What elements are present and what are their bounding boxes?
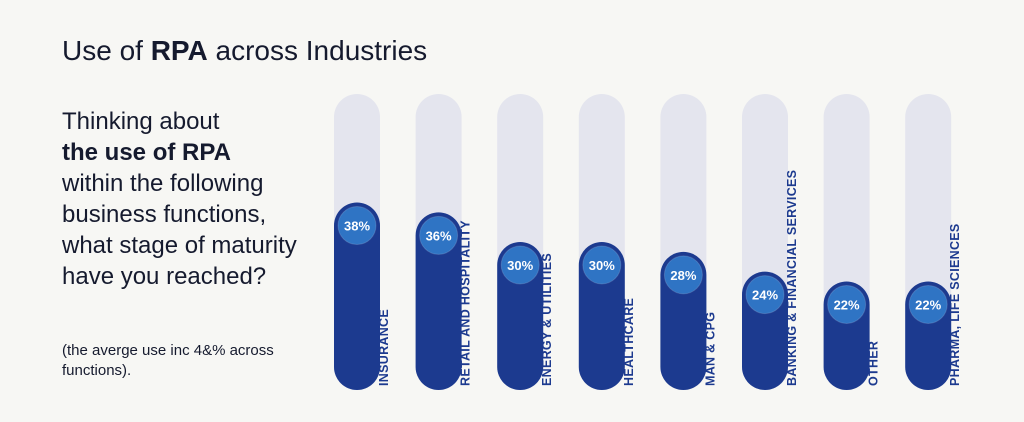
category-label: MAN & CPG bbox=[703, 312, 717, 386]
question-rest: within the following business functions,… bbox=[62, 170, 297, 290]
data-label: 22% bbox=[834, 297, 860, 312]
title-suffix: across Industries bbox=[207, 35, 428, 66]
title-prefix: Use of bbox=[62, 35, 151, 66]
data-label: 24% bbox=[752, 288, 778, 303]
survey-question: Thinking about the use of RPA within the… bbox=[62, 106, 312, 292]
category-label: BANKING & FINANCIAL SERVICES bbox=[785, 170, 799, 386]
title-bold: RPA bbox=[150, 35, 208, 66]
data-label: 30% bbox=[589, 258, 615, 273]
category-label: RETAIL AND HOSPITALITY bbox=[459, 220, 473, 386]
average-note: (the averge use inc 4&% across functions… bbox=[62, 342, 274, 379]
category-label: INSURANCE bbox=[377, 309, 391, 386]
value-badge bbox=[745, 275, 785, 315]
category-label: PHARMA, LIFE SCIENCES bbox=[948, 223, 962, 386]
data-label: 38% bbox=[344, 219, 370, 234]
data-label: 28% bbox=[670, 268, 696, 283]
value-badge bbox=[663, 255, 703, 295]
value-badge bbox=[419, 215, 459, 255]
question-line1: Thinking about bbox=[62, 108, 220, 135]
category-label: HEALTHCARE bbox=[622, 298, 636, 386]
category-label: OTHER bbox=[867, 341, 881, 386]
value-badge bbox=[908, 284, 948, 324]
value-badge bbox=[337, 206, 377, 246]
category-label: ENERGY & UTILITIES bbox=[540, 253, 554, 386]
bar bbox=[334, 202, 380, 390]
data-label: 22% bbox=[915, 297, 941, 312]
value-badge bbox=[582, 245, 622, 285]
data-label: 36% bbox=[426, 228, 452, 243]
bar bbox=[415, 212, 462, 390]
page-title: Use of RPA across Industries bbox=[62, 34, 427, 68]
value-badge bbox=[500, 245, 540, 285]
data-label: 30% bbox=[507, 258, 533, 273]
question-bold: the use of RPA bbox=[62, 139, 231, 166]
value-badge bbox=[827, 284, 867, 324]
